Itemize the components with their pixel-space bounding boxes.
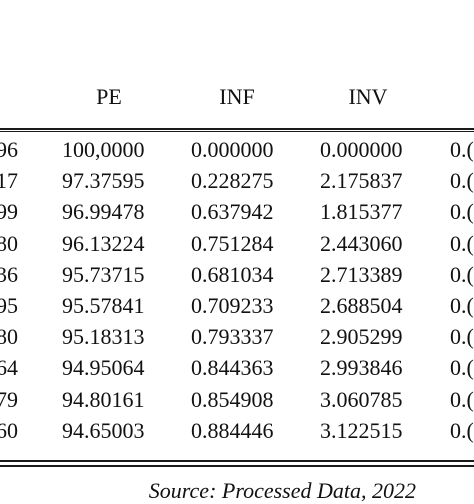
header-inf: INF bbox=[219, 84, 255, 109]
cell-col4: 0.( bbox=[450, 324, 474, 350]
cell-inf: 0.793337 bbox=[191, 324, 274, 350]
cell-inv: 2.688504 bbox=[320, 293, 403, 318]
cell-col0: 80 bbox=[0, 324, 18, 350]
cell-inv: 2.443060 bbox=[320, 230, 403, 256]
cell-col0: 79 bbox=[0, 386, 18, 412]
table-bottom-rule bbox=[0, 460, 474, 462]
cell-pe: 94.95064 bbox=[62, 355, 145, 381]
cell-inf: 0.844363 bbox=[191, 355, 274, 381]
cell-col0: 36 bbox=[0, 261, 18, 287]
cell-inf: 0.854908 bbox=[191, 386, 274, 412]
cell-inv: 2.905299 bbox=[320, 324, 403, 350]
cell-inv: 1.815377 bbox=[320, 199, 403, 225]
cell-inf: 0.884446 bbox=[191, 417, 274, 443]
table-top-rule bbox=[0, 128, 474, 130]
cell-col4: 0.( bbox=[450, 293, 474, 318]
cell-col0: 96 bbox=[0, 137, 18, 162]
cell-inf: 0.637942 bbox=[191, 199, 274, 225]
cell-col4: 0.( bbox=[450, 417, 474, 443]
cell-col4: 0.( bbox=[450, 386, 474, 412]
cell-pe: 94.80161 bbox=[62, 386, 145, 412]
cell-pe: 96.99478 bbox=[62, 199, 145, 225]
header-pe: PE bbox=[96, 84, 122, 109]
cell-col4: 0.( bbox=[450, 355, 474, 381]
cell-pe: 96.13224 bbox=[62, 230, 145, 256]
cell-inv: 3.060785 bbox=[320, 386, 403, 412]
cell-col0: 80 bbox=[0, 230, 18, 256]
source-note: Source: Processed Data, 2022 bbox=[148, 478, 416, 503]
cell-pe: 97.37595 bbox=[62, 168, 145, 194]
cell-inf: 0.000000 bbox=[191, 137, 274, 162]
cell-pe: 95.18313 bbox=[62, 324, 145, 350]
cell-col4: 0.( bbox=[450, 199, 474, 225]
cell-col4: 0.( bbox=[450, 137, 474, 162]
cell-col0: 95 bbox=[0, 293, 18, 318]
cell-inv: 2.175837 bbox=[320, 168, 403, 194]
cell-inf: 0.681034 bbox=[191, 261, 274, 287]
cell-inv: 3.122515 bbox=[320, 417, 403, 443]
header-inv: INV bbox=[348, 84, 388, 109]
cell-pe: 94.65003 bbox=[62, 417, 145, 443]
cell-pe: 95.57841 bbox=[62, 293, 145, 318]
cell-col4: 0.( bbox=[450, 261, 474, 287]
cell-col4: 0.( bbox=[450, 168, 474, 194]
cell-inv: 0.000000 bbox=[320, 137, 403, 162]
cell-inf: 0.709233 bbox=[191, 293, 274, 318]
cell-col0: 17 bbox=[0, 168, 18, 194]
cell-col0: 64 bbox=[0, 355, 18, 381]
cell-inv: 2.713389 bbox=[320, 261, 403, 287]
cell-pe: 95.73715 bbox=[62, 261, 145, 287]
cell-col4: 0.( bbox=[450, 230, 474, 256]
cell-inf: 0.228275 bbox=[191, 168, 274, 194]
cell-col0: 99 bbox=[0, 199, 18, 225]
cell-pe: 100,0000 bbox=[62, 137, 145, 162]
cell-col0: 60 bbox=[0, 417, 18, 443]
cell-inv: 2.993846 bbox=[320, 355, 403, 381]
table-bottom-rule-2 bbox=[0, 465, 474, 467]
cell-inf: 0.751284 bbox=[191, 230, 274, 256]
table-header-rule bbox=[0, 131, 474, 132]
